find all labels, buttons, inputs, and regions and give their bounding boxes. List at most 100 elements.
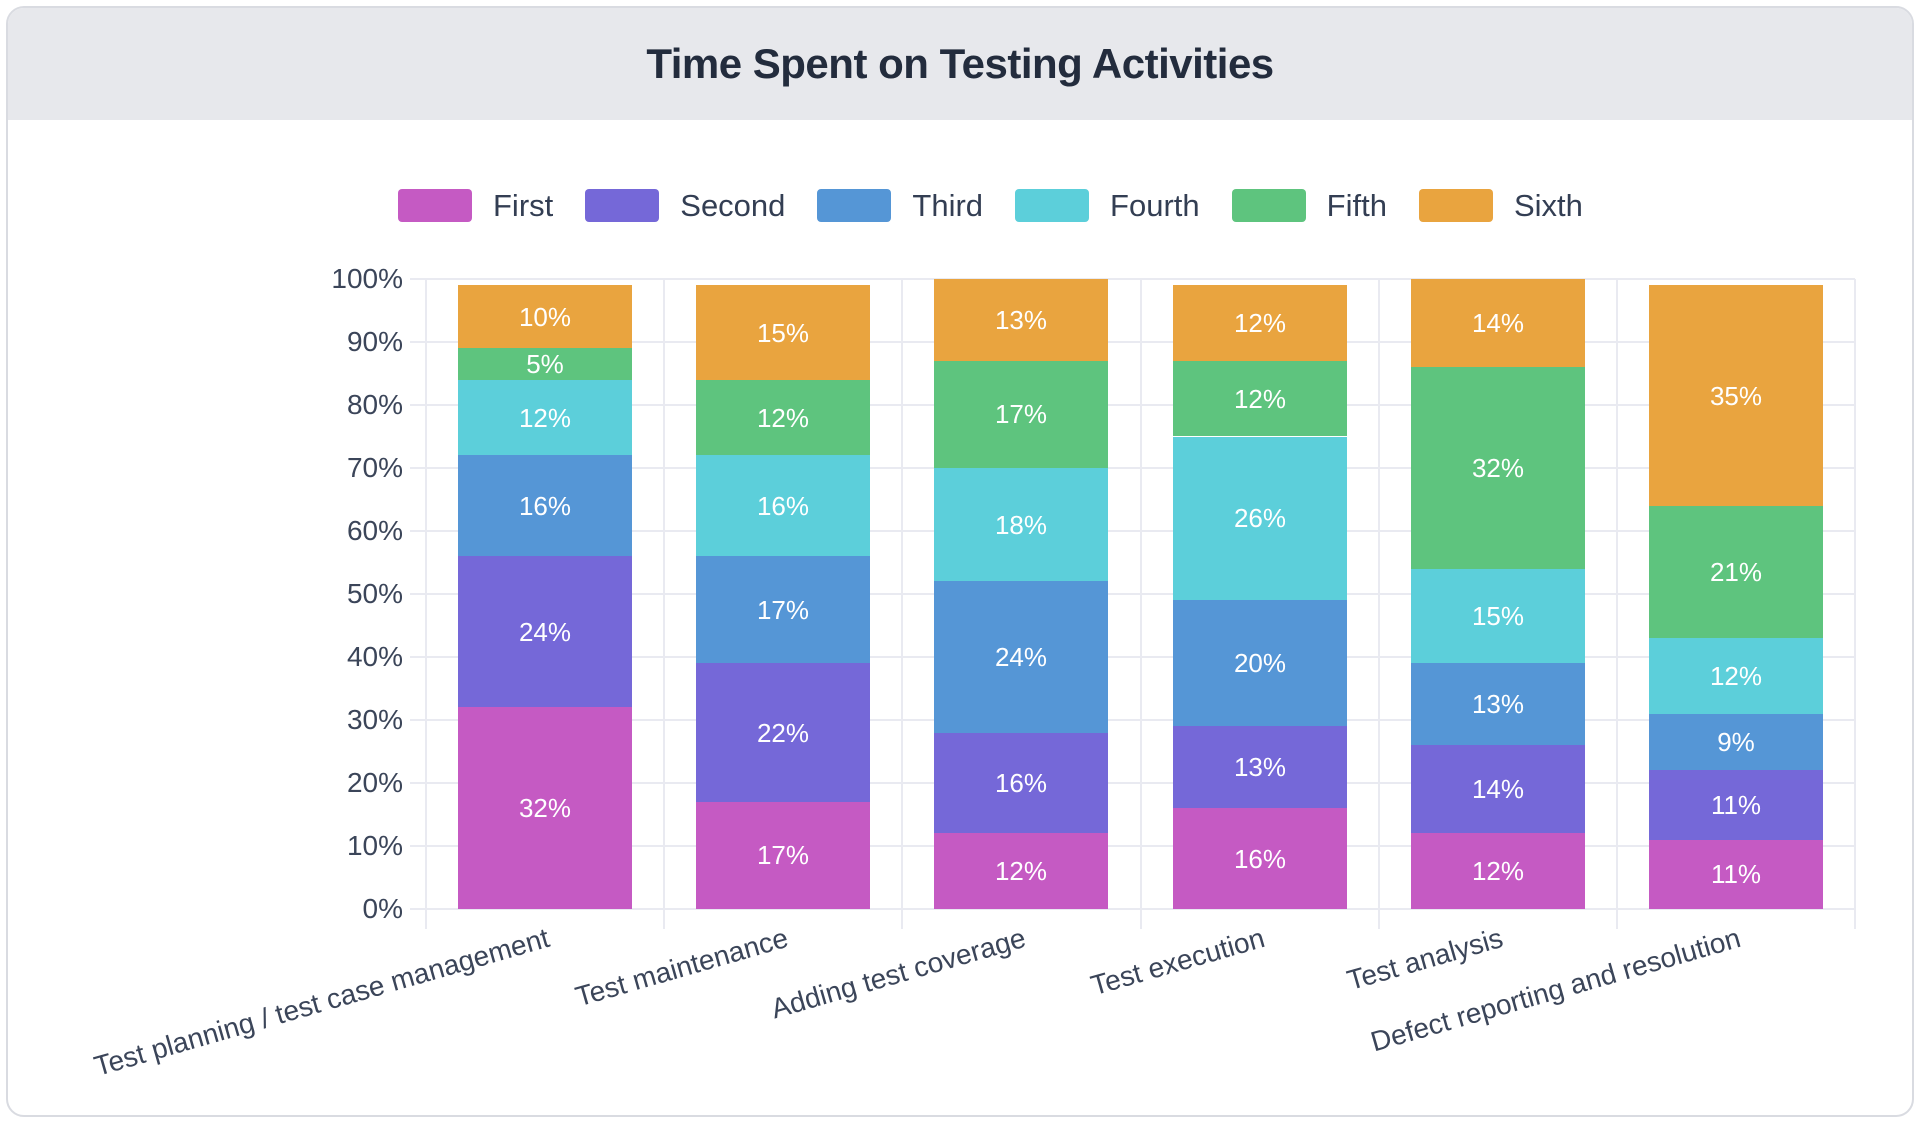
bar-segment-fourth: 12% (458, 379, 632, 456)
bar-segment-second: 13% (1173, 726, 1347, 809)
bar-segment-sixth: 35% (1649, 285, 1823, 506)
bar-segment-second: 11% (1649, 770, 1823, 840)
x-axis-category-text: Defect reporting and resolution (1367, 922, 1744, 1058)
bar-segment-first: 16% (1173, 808, 1347, 909)
y-gridline (410, 656, 1855, 658)
segment-value-label: 15% (756, 317, 810, 348)
x-gridline (1854, 279, 1856, 929)
y-axis-tick-label: 10% (346, 830, 403, 861)
segment-value-label: 12% (1471, 856, 1525, 887)
segment-value-label: 12% (1233, 308, 1287, 339)
segment-value-label: 12% (518, 402, 572, 433)
bar-segment-fourth: 26% (1173, 436, 1347, 601)
segment-value-label: 26% (1233, 503, 1287, 534)
bar-segment-third: 13% (1411, 663, 1585, 746)
y-axis-tick-label: 20% (346, 767, 403, 798)
segment-value-label: 12% (1709, 660, 1763, 691)
segment-value-label: 32% (518, 793, 572, 824)
legend-label: First (493, 188, 554, 223)
bar-segment-sixth: 12% (1173, 285, 1347, 361)
bar-segment-first: 17% (696, 801, 870, 909)
y-axis-tick-label: 40% (346, 641, 403, 672)
x-gridline (1377, 279, 1380, 929)
bar-segment-fifth: 5% (458, 348, 632, 380)
legend-item-second[interactable]: Second (585, 189, 785, 222)
y-gridline (410, 278, 1855, 280)
segment-value-label: 10% (518, 301, 572, 332)
bar-segment-first: 12% (934, 833, 1108, 909)
y-axis-tick-label: 90% (346, 326, 403, 357)
segment-value-label: 24% (518, 616, 572, 647)
legend-label: Sixth (1513, 188, 1583, 223)
segment-value-label: 12% (756, 402, 810, 433)
legend-swatch-icon (1231, 189, 1306, 222)
legend-item-fifth[interactable]: Fifth (1231, 188, 1387, 223)
bar-segment-fourth: 18% (934, 468, 1108, 582)
bar-segment-fourth: 12% (1649, 638, 1823, 714)
y-gridline (410, 782, 1855, 784)
segment-value-label: 13% (1471, 689, 1525, 720)
segment-value-label: 16% (1233, 843, 1287, 874)
y-gridline (410, 593, 1855, 595)
legend-item-sixth[interactable]: Sixth (1418, 188, 1583, 223)
bar-segment-second: 24% (458, 556, 632, 708)
y-axis-tick-label: 80% (346, 389, 403, 420)
segment-value-label: 15% (1471, 601, 1525, 632)
segment-value-label: 14% (1471, 774, 1525, 805)
x-gridline (663, 279, 666, 929)
legend-swatch-icon (1015, 189, 1090, 222)
bar-segment-third: 24% (934, 581, 1108, 733)
segment-value-label: 13% (994, 304, 1048, 335)
legend-label: Fourth (1110, 188, 1200, 223)
segment-value-label: 16% (518, 490, 572, 521)
title-band: Time Spent on Testing Activities (8, 8, 1912, 120)
segment-value-label: 12% (1233, 383, 1287, 414)
legend-label: Fifth (1326, 188, 1387, 223)
legend-item-first[interactable]: First (398, 189, 553, 222)
x-axis-category-label: Defect reporting and resolution (0, 922, 1744, 1057)
y-gridline (410, 341, 1855, 343)
y-axis-tick-label: 70% (346, 452, 403, 483)
x-gridline (901, 279, 904, 929)
bar-segment-sixth: 13% (934, 279, 1108, 361)
x-gridline (425, 279, 427, 929)
legend-label: Third (912, 188, 984, 223)
bar-segment-third: 20% (1173, 600, 1347, 727)
segment-value-label: 11% (1710, 859, 1762, 890)
bar-segment-fourth: 15% (1411, 568, 1585, 664)
y-gridline (410, 467, 1855, 469)
y-axis-tick-label: 50% (346, 578, 403, 609)
legend-item-third[interactable]: Third (817, 189, 983, 222)
segment-value-label: 20% (1233, 648, 1287, 679)
segment-value-label: 11% (1710, 790, 1762, 821)
segment-value-label: 18% (994, 509, 1048, 540)
y-gridline (410, 908, 1855, 910)
legend-label: Second (680, 188, 786, 223)
bar-segment-fifth: 21% (1649, 505, 1823, 639)
segment-value-label: 12% (994, 856, 1048, 887)
y-axis-tick-label: 100% (331, 263, 403, 294)
x-gridline (1139, 279, 1142, 929)
segment-value-label: 32% (1471, 452, 1525, 483)
bar-segment-fifth: 17% (934, 360, 1108, 468)
legend-item-fourth[interactable]: Fourth (1015, 189, 1200, 222)
segment-value-label: 14% (1471, 308, 1525, 339)
segment-value-label: 35% (1709, 380, 1763, 411)
y-gridline (410, 404, 1855, 406)
bar-segment-second: 22% (696, 663, 870, 802)
segment-value-label: 9% (1717, 727, 1755, 758)
legend-swatch-icon (585, 189, 660, 222)
segment-value-label: 16% (994, 767, 1048, 798)
segment-value-label: 24% (994, 641, 1048, 672)
segment-value-label: 16% (756, 490, 810, 521)
bar-segment-fifth: 32% (1411, 367, 1585, 569)
segment-value-label: 5% (526, 349, 564, 380)
legend-swatch-icon (398, 189, 472, 222)
bar-segment-first: 11% (1649, 839, 1823, 909)
legend-swatch-icon (1418, 189, 1493, 222)
bar-segment-sixth: 14% (1411, 279, 1585, 368)
y-axis-tick-label: 30% (346, 704, 403, 735)
bar-segment-third: 9% (1649, 713, 1823, 771)
